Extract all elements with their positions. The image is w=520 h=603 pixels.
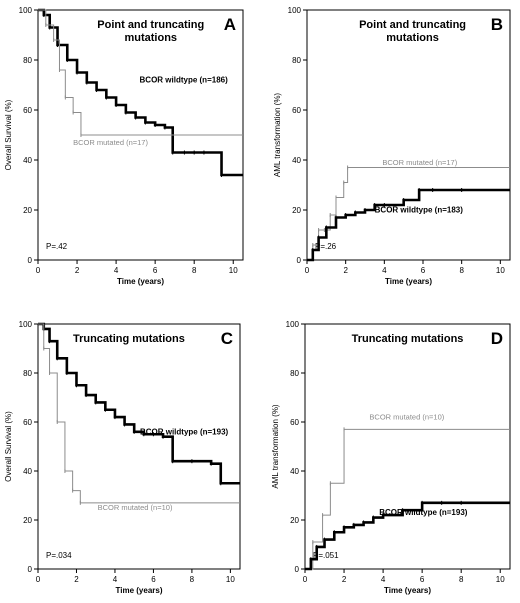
y-tick-label: 100 (288, 6, 302, 15)
x-tick-label: 4 (114, 266, 119, 275)
p-value: P=.051 (313, 551, 339, 560)
panel-title: Point and truncating (359, 19, 466, 31)
panel-title: mutations (386, 32, 439, 44)
y-tick-label: 20 (23, 516, 32, 525)
y-tick-label: 40 (23, 467, 32, 476)
x-tick-label: 10 (496, 575, 505, 584)
y-axis-label: Overall Survival (%) (4, 99, 13, 170)
panel-letter: C (221, 329, 233, 348)
y-tick-label: 80 (23, 369, 32, 378)
y-tick-label: 80 (23, 56, 32, 65)
mutated-curve (38, 9, 243, 136)
wildtype-label: BCOR wildtype (n=186) (140, 76, 229, 85)
panel-title: Point and truncating (97, 19, 204, 31)
x-tick-label: 8 (459, 266, 464, 275)
panel-c: 0 20 40 60 80 100 0 2 4 6 8 10 Time (years) Overall S… (4, 320, 241, 595)
y-tick-label: 100 (19, 320, 33, 329)
plot-frame (306, 9, 511, 261)
y-tick-label: 0 (297, 256, 302, 265)
x-tick-label: 6 (420, 575, 425, 584)
x-tick-label: 4 (113, 575, 118, 584)
x-tick-label: 10 (226, 575, 235, 584)
panel-title: Truncating mutations (352, 333, 464, 345)
y-tick-label: 60 (290, 418, 299, 427)
panel-a: 0 20 40 60 80 100 0 2 4 6 8 10 Time (years) Overall S… (4, 6, 244, 286)
panel-title: mutations (124, 32, 177, 44)
x-tick-label: 0 (36, 575, 41, 584)
wildtype-label: BCOR wildtype (n=193) (379, 508, 468, 517)
y-axis-label: AML transformation (%) (271, 404, 280, 489)
plot-frame (37, 323, 241, 570)
wildtype-curve (305, 501, 510, 571)
mutated-label: BCOR mutated (n=10) (369, 413, 444, 422)
y-tick-label: 40 (292, 156, 301, 165)
panel-b: 0 20 40 60 80 100 0 2 4 6 8 10 Time (years) AML trans… (273, 6, 511, 286)
y-tick-label: 60 (292, 106, 301, 115)
x-tick-label: 2 (75, 266, 80, 275)
x-tick-label: 8 (192, 266, 197, 275)
x-tick-label: 6 (151, 575, 156, 584)
x-axis-label: Time (years) (384, 586, 431, 595)
y-tick-label: 60 (23, 418, 32, 427)
x-axis-label: Time (years) (385, 277, 432, 286)
p-value: P=.26 (315, 242, 337, 251)
x-tick-label: 4 (382, 266, 387, 275)
x-tick-label: 0 (305, 266, 310, 275)
mutated-curve (305, 428, 510, 570)
y-tick-label: 60 (23, 106, 32, 115)
x-tick-label: 8 (459, 575, 464, 584)
panel-letter: A (224, 15, 236, 34)
y-axis-label: AML transformation (%) (273, 93, 282, 178)
y-tick-label: 100 (286, 320, 300, 329)
wildtype-label: BCOR wildtype (n=183) (375, 206, 464, 215)
x-tick-label: 8 (190, 575, 195, 584)
y-axis-label: Overall Survival (%) (4, 411, 13, 482)
mutated-label: BCOR mutated (n=17) (73, 138, 148, 147)
x-tick-label: 0 (36, 266, 41, 275)
x-axis-label: Time (years) (116, 586, 163, 595)
x-axis-label: Time (years) (117, 277, 164, 286)
y-tick-label: 80 (290, 369, 299, 378)
y-tick-label: 0 (295, 565, 300, 574)
wildtype-curve (307, 188, 510, 262)
y-tick-label: 40 (290, 467, 299, 476)
mutated-curve (38, 323, 240, 504)
y-tick-label: 0 (28, 565, 33, 574)
y-tick-label: 100 (19, 6, 33, 15)
p-value: P=.034 (46, 551, 72, 560)
x-tick-label: 2 (342, 575, 347, 584)
mutated-label: BCOR mutated (n=17) (382, 158, 457, 167)
x-tick-label: 2 (74, 575, 79, 584)
plot-frame (304, 323, 511, 570)
x-tick-label: 0 (303, 575, 308, 584)
y-tick-label: 20 (290, 516, 299, 525)
mutated-label: BCOR mutated (n=10) (98, 503, 173, 512)
x-tick-label: 10 (496, 266, 505, 275)
x-tick-label: 2 (343, 266, 348, 275)
x-tick-label: 4 (381, 575, 386, 584)
y-tick-label: 80 (292, 56, 301, 65)
wildtype-curve (38, 322, 240, 485)
y-tick-label: 0 (28, 256, 33, 265)
p-value: P=.42 (46, 242, 68, 251)
x-tick-label: 6 (153, 266, 158, 275)
panel-d: 0 20 40 60 80 100 0 2 4 6 8 10 Time (years) AML trans… (271, 320, 511, 595)
y-tick-label: 20 (23, 206, 32, 215)
y-tick-label: 40 (23, 156, 32, 165)
y-tick-label: 20 (292, 206, 301, 215)
panel-letter: D (491, 329, 503, 348)
panel-letter: B (491, 15, 503, 34)
x-tick-label: 6 (421, 266, 426, 275)
x-tick-label: 10 (229, 266, 238, 275)
panel-title: Truncating mutations (73, 333, 185, 345)
wildtype-label: BCOR wildtype (n=193) (140, 427, 229, 436)
